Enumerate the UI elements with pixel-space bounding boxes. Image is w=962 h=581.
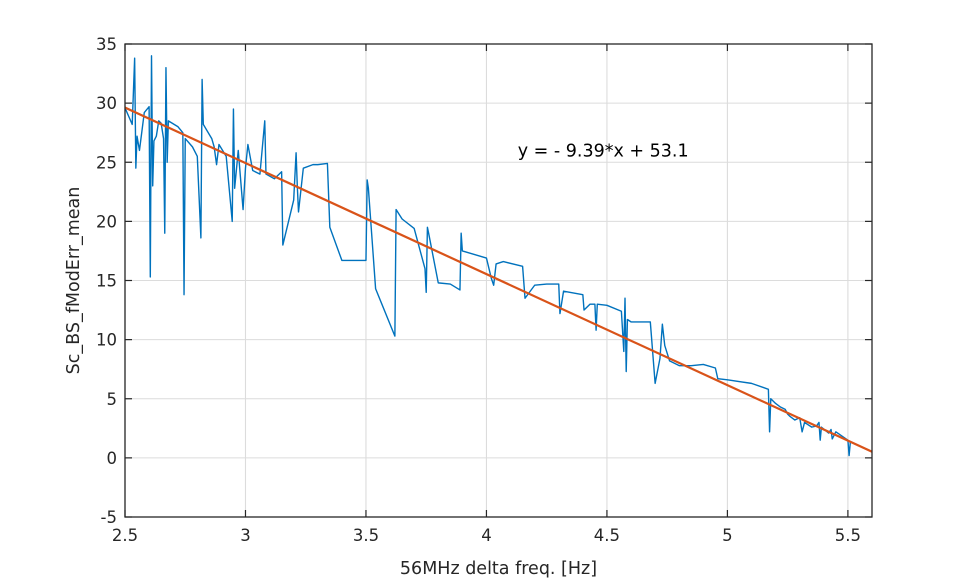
x-tick-label: 5 — [722, 526, 733, 545]
y-axis-label: Sc_BS_fModErr_mean — [64, 187, 84, 375]
y-tick-label: 0 — [107, 449, 118, 468]
y-tick-label: -5 — [101, 508, 117, 527]
linear-fit-line — [125, 106, 872, 453]
x-tick-label: 3.5 — [353, 526, 379, 545]
fit-equation-annotation: y = - 9.39*x + 53.1 — [518, 141, 689, 161]
x-tick-label: 5.5 — [835, 526, 861, 545]
plot-frame — [124, 43, 873, 518]
x-tick-label: 4.5 — [594, 526, 620, 545]
y-tick-label: 25 — [96, 153, 117, 172]
data-layer — [125, 55, 872, 457]
y-tick-label: 15 — [96, 272, 117, 291]
y-tick-label: 10 — [96, 331, 117, 350]
x-tick-label: 2.5 — [112, 526, 138, 545]
x-tick-label: 4 — [481, 526, 492, 545]
x-tick-label: 3 — [240, 526, 251, 545]
y-tick-label: 20 — [96, 212, 117, 231]
y-tick-label: 30 — [96, 94, 117, 113]
x-axis-label: 56MHz delta freq. [Hz] — [400, 559, 597, 579]
y-tick-label: 5 — [107, 390, 118, 409]
y-tick-label: 35 — [96, 35, 117, 54]
tick-labels: 2.5 3 3.5 4 4.5 5 5.5 -5 0 5 10 15 20 25 30 35 — [96, 35, 861, 545]
